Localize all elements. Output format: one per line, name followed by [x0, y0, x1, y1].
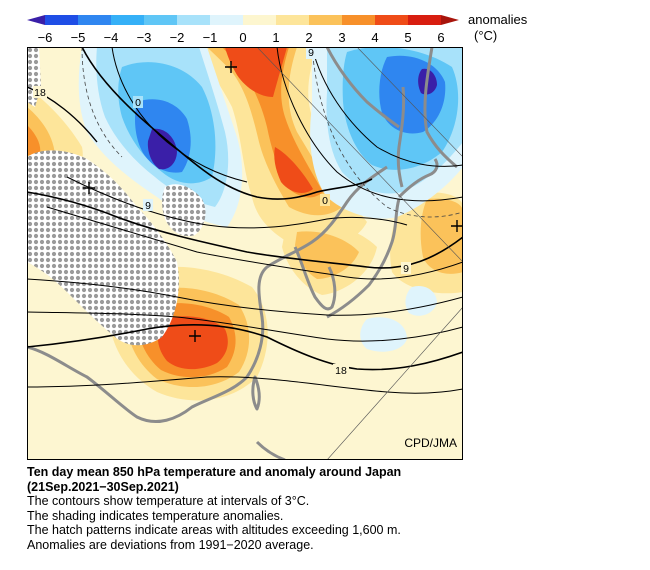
contour-label-6: 9: [403, 263, 409, 275]
contour-labels: 18 0 9 0 9 9 18: [33, 47, 411, 377]
coast-japan-honshu: [326, 198, 401, 319]
caption-line-contours: The contours show temperature at interva…: [27, 494, 310, 508]
colorbar-tick-7: 0: [239, 30, 246, 45]
colorbar-seg-5: [177, 15, 210, 25]
marker-west: [83, 182, 95, 194]
contour-0: [81, 47, 373, 200]
colorbar-tick-3: −4: [104, 30, 119, 45]
coast-taiwan: [251, 375, 261, 411]
warm-area-east-core: [420, 198, 463, 274]
zero-line-west: [81, 47, 123, 158]
caption-title: Ten day mean 850 hPa temperature and ano…: [27, 465, 402, 479]
contour-label-box-4: [320, 194, 330, 206]
contour-label-box-7: [333, 364, 349, 376]
hatch-tibet-plateau: [27, 150, 179, 346]
contour-6: [46, 206, 463, 280]
temperature-anomaly-map: 18 0 9 0 9 9 18 CPD/JMA: [27, 47, 463, 460]
anomaly-colorbar: −6 −5 −4 −3 −2 −1 0 1 2 3 4 5 6 anomalie…: [27, 12, 528, 45]
colorbar-seg-4: [144, 15, 177, 25]
colorbar-tick-4: −3: [137, 30, 152, 45]
temperature-contours: [27, 47, 463, 394]
coast-okhotsk: [325, 47, 400, 129]
contour-12: [27, 278, 463, 316]
colorbar-seg-10: [342, 15, 375, 25]
contour-15: [27, 311, 463, 342]
contour-label-2: 0: [135, 97, 141, 109]
colorbar-seg-3: [111, 15, 144, 25]
colorbar-arrow-right: [441, 15, 459, 25]
warm-area-north-core: [225, 47, 287, 97]
contour-18: [27, 323, 463, 371]
colorbar-seg-1: [45, 15, 78, 25]
warm-area-south-china-core: [157, 316, 228, 370]
contour-9: [27, 191, 463, 269]
contour-label-1: 18: [34, 87, 46, 99]
colorbar-tick-1: −6: [38, 30, 53, 45]
caption-line-shading: The shading indicates temperature anomal…: [27, 508, 284, 523]
graticule-line-3: [326, 306, 463, 460]
graticule-line-2: [356, 47, 463, 158]
map-credit: CPD/JMA: [404, 436, 457, 450]
colorbar-tick-8: 1: [272, 30, 279, 45]
colorbar-seg-2: [78, 15, 111, 25]
contour-label-box-5: [306, 47, 316, 59]
warm-area-central-inner: [222, 47, 323, 198]
colorbar-seg-12: [408, 15, 441, 25]
colorbar-unit: (°C): [474, 28, 497, 43]
warm-area-west-core: [27, 125, 41, 157]
cool-area-pacific-2: [360, 317, 407, 352]
colorbar-title: anomalies: [468, 12, 528, 27]
colorbar-ticks: −6 −5 −4 −3 −2 −1 0 1 2 3 4 5 6: [38, 30, 445, 45]
contour-label-box-1: [33, 86, 47, 98]
colorbar-tick-5: −2: [170, 30, 185, 45]
colorbar-tick-2: −5: [71, 30, 86, 45]
contour-neg-3: [276, 47, 463, 202]
coast-japan-hokkaido: [397, 158, 439, 199]
contour-label-7: 18: [335, 365, 347, 377]
colorbar-seg-7: [243, 15, 276, 25]
map-caption: Ten day mean 850 hPa temperature and ano…: [27, 465, 627, 552]
coast-asia-east: [27, 165, 388, 423]
colorbar-tick-12: 5: [404, 30, 411, 45]
colorbar-tick-9: 2: [305, 30, 312, 45]
contour-3: [66, 176, 408, 229]
contour-label-box-3: [143, 199, 153, 211]
colorbar-segments: [27, 15, 459, 25]
cool-area-west-core: [147, 128, 177, 170]
colorbar-arrow-left: [27, 15, 45, 25]
colorbar-tick-11: 4: [371, 30, 378, 45]
marker-north: [225, 61, 237, 73]
contour-6-west: [111, 47, 248, 183]
warm-area-central-core: [274, 147, 313, 193]
coast-sakhalin: [396, 86, 406, 188]
colorbar-tick-6: −1: [203, 30, 218, 45]
map-frame: [27, 47, 463, 460]
marker-east: [451, 220, 463, 232]
colorbar-seg-11: [375, 15, 408, 25]
coastlines: [27, 47, 458, 460]
caption-line-baseline: Anomalies are deviations from 1991−2020 …: [27, 537, 314, 552]
caption-period: (21Sep.2021−30Sep.2021): [27, 479, 179, 494]
graticule-line-1: [256, 47, 463, 263]
marker-south: [189, 330, 201, 342]
contour-label-5: 9: [308, 47, 314, 59]
contour-21: [27, 376, 463, 394]
contour-label-3: 9: [145, 200, 151, 212]
center-markers: [83, 61, 463, 342]
caption-line-hatch: The hatch patterns indicate areas with a…: [27, 523, 401, 537]
colorbar-tick-10: 3: [338, 30, 345, 45]
colorbar-seg-6: [210, 15, 243, 25]
contour-label-box-2: [133, 96, 143, 108]
coast-kamchatka: [423, 47, 458, 169]
colorbar-tick-13: 6: [437, 30, 444, 45]
zero-line-northeast: [311, 47, 463, 218]
coast-korea: [293, 246, 337, 311]
contour-label-4: 0: [322, 195, 328, 207]
graticule: [256, 47, 463, 460]
zero-anomaly-lines: [81, 47, 463, 218]
colorbar-seg-9: [309, 15, 342, 25]
contour-label-box-6: [401, 262, 411, 274]
colorbar-seg-8: [276, 15, 309, 25]
contour-neg-9: [311, 47, 463, 167]
